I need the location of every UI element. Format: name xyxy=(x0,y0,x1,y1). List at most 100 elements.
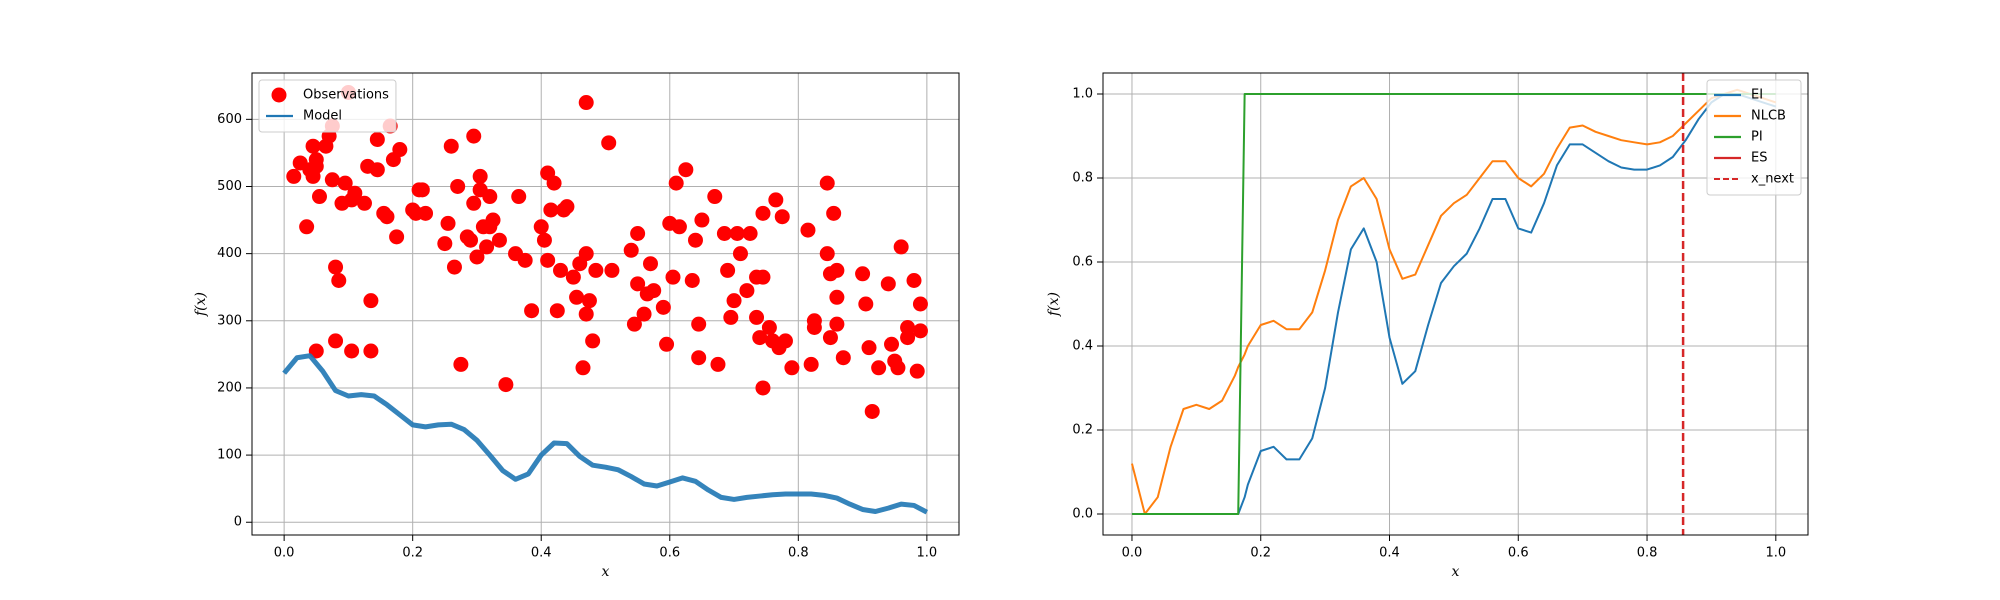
y-tick-label: 0.4 xyxy=(1072,339,1093,354)
observation-point xyxy=(392,142,408,158)
observation-point xyxy=(308,158,324,174)
observation-point xyxy=(485,212,501,228)
observation-point xyxy=(450,178,466,194)
observation-point xyxy=(446,259,462,275)
observation-point xyxy=(777,333,793,349)
observation-point xyxy=(707,189,723,205)
observation-point xyxy=(337,175,353,191)
observation-point xyxy=(668,175,684,191)
x-tick-label: 0.6 xyxy=(659,546,680,561)
observation-point xyxy=(900,330,916,346)
observation-point xyxy=(829,289,845,305)
y-tick-label: 0 xyxy=(234,515,242,530)
observation-point xyxy=(466,195,482,211)
observation-point xyxy=(533,219,549,235)
observation-point xyxy=(536,232,552,248)
axes: 0.0 0.2 0.4 0.6 0.8 1.0 0.0 0.2 0.4 0.6 0.8 1.0 x f(x… xyxy=(1046,72,1809,580)
x-tick-label: 0.6 xyxy=(1508,546,1529,561)
observation-point xyxy=(440,215,456,231)
observation-point xyxy=(578,306,594,322)
observation-point xyxy=(630,276,646,292)
observation-point xyxy=(479,239,495,255)
observation-point xyxy=(909,363,925,379)
observation-point xyxy=(524,303,540,319)
observation-point xyxy=(835,350,851,366)
observation-point xyxy=(540,252,556,268)
observation-point xyxy=(855,266,871,282)
series-line xyxy=(1131,88,1777,515)
observation-point xyxy=(581,293,597,309)
observation-point xyxy=(299,219,315,235)
legend-label: EI xyxy=(1751,88,1763,103)
observation-point xyxy=(732,246,748,262)
x-axis-label: x xyxy=(602,564,610,580)
legend-label: Model xyxy=(303,109,342,124)
observation-point xyxy=(443,138,459,154)
observation-point xyxy=(585,333,601,349)
observation-point xyxy=(871,360,887,376)
observation-point xyxy=(578,246,594,262)
observation-point xyxy=(569,289,585,305)
observation-point xyxy=(861,340,877,356)
observation-point xyxy=(749,309,765,325)
y-tick-label: 400 xyxy=(217,246,242,261)
observation-point xyxy=(893,239,909,255)
series-line xyxy=(282,353,929,515)
y-axis-label: f(x) xyxy=(1046,292,1062,317)
axes-frame xyxy=(1102,72,1809,536)
legend-frame xyxy=(1706,79,1802,196)
observation-point xyxy=(517,252,533,268)
observation-point xyxy=(752,330,768,346)
observation-point xyxy=(308,343,324,359)
observation-point xyxy=(678,162,694,178)
observation-point xyxy=(755,380,771,396)
legend: Observations Model xyxy=(258,79,397,133)
observation-point xyxy=(726,293,742,309)
observation-point xyxy=(671,219,687,235)
x-tick-label: 0.0 xyxy=(274,546,295,561)
observation-point xyxy=(694,212,710,228)
observation-point xyxy=(858,296,874,312)
observation-point xyxy=(768,192,784,208)
x-tick-label: 0.4 xyxy=(531,546,552,561)
observation-point xyxy=(636,306,652,322)
x-tick-label: 0.4 xyxy=(1379,546,1400,561)
observation-point xyxy=(906,272,922,288)
observation-point xyxy=(912,296,928,312)
observation-point xyxy=(578,95,594,111)
observation-point xyxy=(491,232,507,248)
observation-point xyxy=(912,323,928,339)
y-tick-label: 200 xyxy=(217,380,242,395)
observation-point xyxy=(826,205,842,221)
x-tick-label: 0.2 xyxy=(402,546,423,561)
observation-point xyxy=(604,262,620,278)
legend-label: ES xyxy=(1751,151,1767,166)
series-line xyxy=(1131,93,1777,515)
observation-point xyxy=(630,225,646,241)
observation-point xyxy=(311,189,327,205)
legend-label: Observations xyxy=(303,88,389,103)
observation-point xyxy=(803,356,819,372)
observation-point xyxy=(623,242,639,258)
observation-point xyxy=(665,269,681,285)
observation-point xyxy=(819,246,835,262)
observation-point xyxy=(463,232,479,248)
axes: 0.0 0.2 0.4 0.6 0.8 1.0 0 100 200 300 400 500 600 x f(… xyxy=(193,72,960,580)
observation-point xyxy=(453,356,469,372)
axes-frame xyxy=(251,72,960,536)
observation-point xyxy=(363,343,379,359)
y-tick-label: 600 xyxy=(217,112,242,127)
observation-point xyxy=(880,276,896,292)
y-tick-label: 0.0 xyxy=(1072,507,1093,522)
observation-point xyxy=(472,168,488,184)
y-tick-label: 0.8 xyxy=(1072,171,1093,186)
observation-point xyxy=(328,259,344,275)
observation-point xyxy=(324,172,340,188)
y-tick-label: 300 xyxy=(217,313,242,328)
observation-point xyxy=(646,283,662,299)
observation-point xyxy=(543,202,559,218)
x-tick-label: 0.2 xyxy=(1250,546,1271,561)
x-tick-label: 1.0 xyxy=(917,546,938,561)
observation-point xyxy=(356,195,372,211)
